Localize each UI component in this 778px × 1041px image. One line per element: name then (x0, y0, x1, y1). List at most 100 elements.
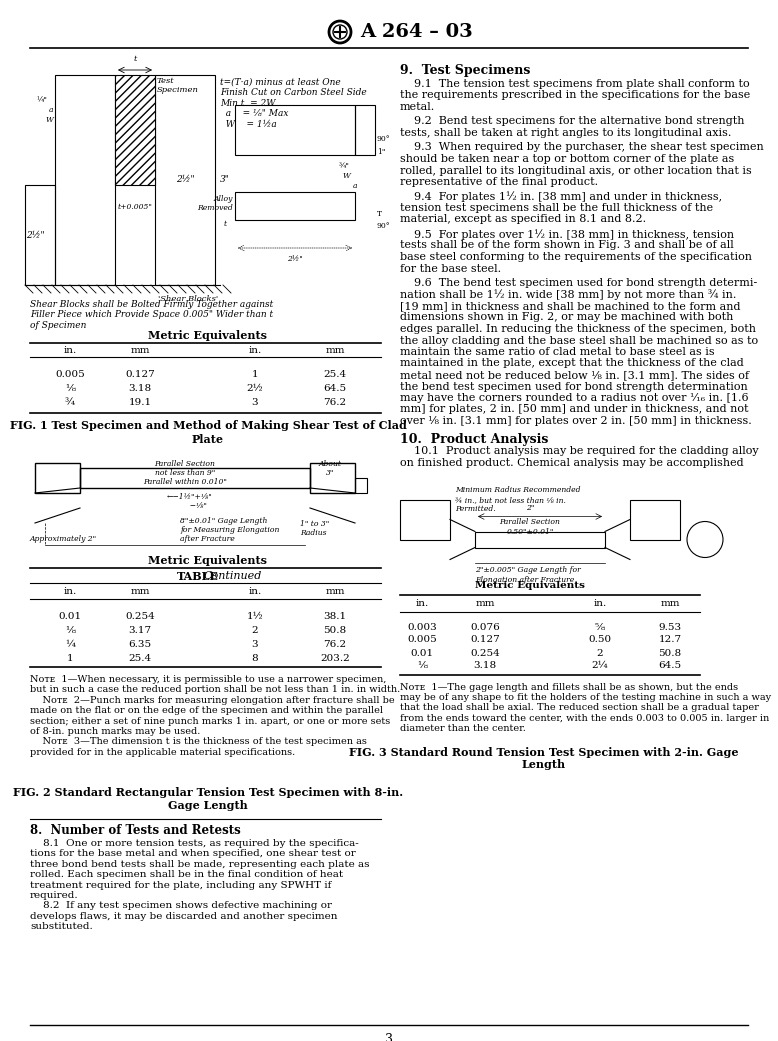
Text: mm: mm (130, 587, 149, 596)
Text: 3.18: 3.18 (474, 661, 496, 670)
Text: 9.3  When required by the purchaser, the shear test specimen: 9.3 When required by the purchaser, the … (400, 143, 764, 152)
Text: 2: 2 (597, 649, 603, 658)
Bar (25, 185, 55, 285)
Text: t=(T·a) minus at least One
Finish Cut on Carbon Steel Side
Min t  = 2W
  a    = : t=(T·a) minus at least One Finish Cut on… (220, 78, 366, 129)
Text: Metric Equivalents: Metric Equivalents (149, 330, 268, 341)
Text: ¼: ¼ (65, 640, 75, 649)
Text: 10.1  Product analysis may be required for the cladding alloy: 10.1 Product analysis may be required fo… (400, 447, 759, 457)
Text: 9.53: 9.53 (658, 623, 682, 632)
Text: 9.1  The tension test specimens from plate shall conform to: 9.1 The tension test specimens from plat… (400, 79, 750, 88)
Text: Minimum Radius Recommended
¾ in., but not less than ⅛ in.
Permitted.: Minimum Radius Recommended ¾ in., but no… (455, 486, 580, 513)
Bar (115, 75, 155, 185)
Text: Parallel Section
not less than 9"
Parallel within 0.010": Parallel Section not less than 9" Parall… (143, 460, 227, 486)
Text: Metric Equivalents: Metric Equivalents (149, 555, 268, 566)
Text: 76.2: 76.2 (324, 398, 346, 407)
Text: dimensions shown in Fig. 2, or may be machined with both: dimensions shown in Fig. 2, or may be ma… (400, 312, 734, 323)
Bar (355, 478, 367, 493)
Bar (155, 75, 215, 285)
Text: in.: in. (248, 587, 261, 596)
Bar (55, 75, 115, 285)
Text: the requirements prescribed in the specifications for the base: the requirements prescribed in the speci… (400, 91, 750, 101)
Text: 1": 1" (377, 148, 385, 156)
Text: 12.7: 12.7 (658, 635, 682, 644)
Text: ¾": ¾" (339, 162, 350, 170)
Text: 25.4: 25.4 (324, 370, 346, 379)
Text: 64.5: 64.5 (324, 384, 346, 393)
Text: ⅛: ⅛ (417, 661, 427, 670)
Text: 9.5  For plates over 1½ in. [38 mm] in thickness, tension: 9.5 For plates over 1½ in. [38 mm] in th… (400, 229, 734, 239)
Text: 10.  Product Analysis: 10. Product Analysis (400, 432, 548, 446)
Text: Parallel Section: Parallel Section (499, 518, 560, 527)
Bar (235, 192, 355, 220)
Text: nation shall be 1½ in. wide [38 mm] by not more than ¾ in.: nation shall be 1½ in. wide [38 mm] by n… (400, 289, 736, 300)
Text: 0.50"±0.01": 0.50"±0.01" (506, 529, 554, 536)
Text: 0.254: 0.254 (470, 649, 500, 658)
Text: 1" to 3"
Radius: 1" to 3" Radius (300, 520, 329, 537)
Text: A 264 – 03: A 264 – 03 (360, 23, 473, 41)
Text: 50.8: 50.8 (324, 626, 346, 635)
Text: 2"±0.005" Gage Length for
Elongation after Fracture: 2"±0.005" Gage Length for Elongation aft… (475, 566, 580, 584)
Text: 0.254: 0.254 (125, 612, 155, 621)
Text: 3.17: 3.17 (128, 626, 152, 635)
Text: 2½": 2½" (176, 176, 194, 184)
Text: in.: in. (594, 600, 607, 609)
Text: may have the corners rounded to a radius not over ⅟₁₆ in. [1.6: may have the corners rounded to a radius… (400, 393, 748, 403)
Text: 9.6  The bend test specimen used for bond strength determi-: 9.6 The bend test specimen used for bond… (400, 278, 757, 288)
Bar (235, 105, 355, 155)
Text: metal need not be reduced below ⅛ in. [3.1 mm]. The sides of: metal need not be reduced below ⅛ in. [3… (400, 370, 749, 380)
Text: the bend test specimen used for bond strength determination: the bend test specimen used for bond str… (400, 381, 748, 391)
Text: 0.50: 0.50 (588, 635, 612, 644)
Text: ←−1½"+⅛"
       −⅛": ←−1½"+⅛" −⅛" (167, 493, 213, 510)
Text: 2½": 2½" (287, 255, 303, 263)
Text: 0.003: 0.003 (407, 623, 437, 632)
Text: tests shall be of the form shown in Fig. 3 and shall be of all: tests shall be of the form shown in Fig.… (400, 240, 734, 251)
Text: in.: in. (248, 346, 261, 355)
Text: Approximately 2": Approximately 2" (30, 535, 97, 543)
Text: tests, shall be taken at right angles to its longitudinal axis.: tests, shall be taken at right angles to… (400, 128, 731, 138)
Text: maintained in the plate, except that the thickness of the clad: maintained in the plate, except that the… (400, 358, 744, 369)
Text: 19.1: 19.1 (128, 398, 152, 407)
Text: 203.2: 203.2 (320, 654, 350, 663)
Text: FIG. 2 Standard Rectangular Tension Test Specimen with 8-in.: FIG. 2 Standard Rectangular Tension Test… (13, 787, 403, 798)
Text: 64.5: 64.5 (658, 661, 682, 670)
Text: material, except as specified in 8.1 and 8.2.: material, except as specified in 8.1 and… (400, 214, 646, 225)
Text: Nᴏᴛᴇ  1—The gage length and fillets shall be as shown, but the ends
may be of an: Nᴏᴛᴇ 1—The gage length and fillets shall… (400, 683, 771, 733)
Text: Test
Specimen: Test Specimen (157, 77, 199, 94)
Text: for the base steel.: for the base steel. (400, 263, 501, 274)
Text: 'Shear Blocks': 'Shear Blocks' (158, 295, 218, 303)
Text: in.: in. (63, 587, 76, 596)
Text: 2½: 2½ (247, 384, 264, 393)
Text: t: t (133, 55, 137, 64)
Text: 0.01: 0.01 (58, 612, 82, 621)
Bar (475, 532, 605, 548)
Text: tension test specimens shall be the full thickness of the: tension test specimens shall be the full… (400, 203, 713, 213)
Text: should be taken near a top or bottom corner of the plate as: should be taken near a top or bottom cor… (400, 154, 734, 164)
Text: 90°: 90° (377, 222, 391, 230)
Text: Shear Blocks shall be Bolted Firmly Together against
Filler Piece which Provide : Shear Blocks shall be Bolted Firmly Toge… (30, 300, 273, 330)
Text: 3: 3 (252, 398, 258, 407)
Text: mm: mm (325, 346, 345, 355)
Text: 9.  Test Specimens: 9. Test Specimens (400, 64, 531, 77)
Text: edges parallel. In reducing the thickness of the specimen, both: edges parallel. In reducing the thicknes… (400, 324, 756, 334)
Text: 9.4  For plates 1½ in. [38 mm] and under in thickness,: 9.4 For plates 1½ in. [38 mm] and under … (400, 192, 722, 202)
Text: Continued: Continued (204, 572, 262, 581)
Text: FIG. 3 Standard Round Tension Test Specimen with 2-in. Gage: FIG. 3 Standard Round Tension Test Speci… (349, 746, 739, 758)
Text: 1½: 1½ (247, 612, 264, 621)
Text: T: T (377, 210, 382, 218)
Text: 2¼: 2¼ (592, 661, 608, 670)
Text: Alloy
Removed: Alloy Removed (198, 195, 233, 212)
Text: ⅝: ⅝ (595, 623, 605, 632)
Text: 0.076: 0.076 (470, 623, 500, 632)
Text: W: W (45, 116, 53, 124)
Text: ¼": ¼" (36, 96, 47, 104)
Text: 0.01: 0.01 (411, 649, 433, 658)
Text: 0.005: 0.005 (407, 635, 437, 644)
Text: in.: in. (415, 600, 429, 609)
Text: 90°: 90° (377, 135, 391, 143)
Text: base steel conforming to the requirements of the specification: base steel conforming to the requirement… (400, 252, 752, 262)
Text: the alloy cladding and the base steel shall be machined so as to: the alloy cladding and the base steel sh… (400, 335, 758, 346)
Text: mm: mm (661, 600, 680, 609)
Text: 9.2  Bend test specimens for the alternative bond strength: 9.2 Bend test specimens for the alternat… (400, 117, 745, 127)
Text: Metric Equivalents: Metric Equivalents (475, 581, 585, 589)
Text: Plate: Plate (192, 434, 224, 445)
